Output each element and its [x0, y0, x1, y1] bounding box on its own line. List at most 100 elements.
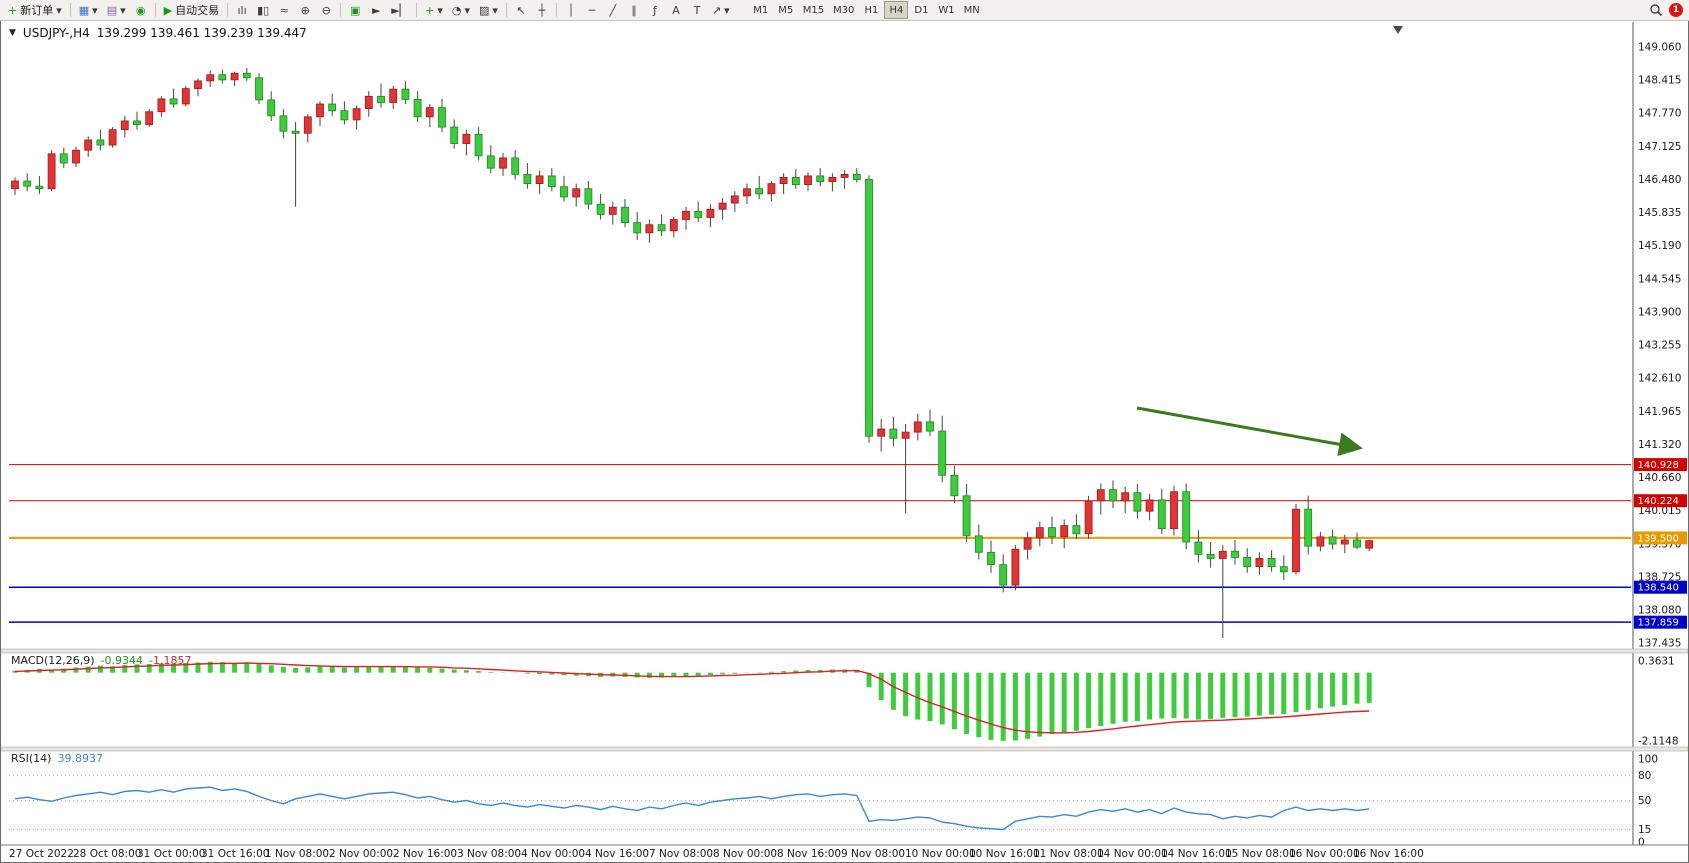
channel-tool-button[interactable]: ∥ [624, 1, 644, 19]
svg-text:140.928: 140.928 [1638, 460, 1679, 471]
crosshair-tool-button[interactable]: ┼ [532, 1, 552, 19]
chevron-down-icon: ▾ [92, 3, 98, 17]
toolbar-separator [340, 3, 342, 17]
timeframe-button-m30[interactable]: M30 [829, 1, 858, 19]
svg-text:8 Nov 16:00: 8 Nov 16:00 [777, 848, 841, 860]
svg-text:148.415: 148.415 [1638, 75, 1681, 87]
bar-chart-mode-button[interactable]: ılı [232, 1, 252, 19]
bar-chart-icon: ılı [237, 3, 247, 17]
svg-text:144.545: 144.545 [1638, 273, 1681, 285]
search-icon[interactable] [1649, 3, 1663, 17]
panel-separator-1[interactable] [1, 648, 1688, 654]
candles [11, 68, 1374, 639]
auto-scroll-button[interactable]: ► [366, 1, 386, 19]
svg-text:14 Nov 00:00: 14 Nov 00:00 [1097, 848, 1168, 860]
chart-title: ▼ USDJPY-,H4 139.299 139.461 139.239 139… [9, 26, 307, 40]
price-axis-labels[interactable]: 149.060 148.415 147.770 147.125 146.480 145.8… [1638, 42, 1681, 650]
fibonacci-icon: ƒ [653, 3, 657, 17]
text-label-icon: T [693, 3, 701, 17]
rsi-scale-labels[interactable]: 100 80 50 150 [1638, 754, 1658, 849]
cursor-tool-button[interactable]: ↖ [511, 1, 531, 19]
timeframe-button-h4[interactable]: H4 [884, 1, 909, 19]
svg-text:16 Nov 00:00: 16 Nov 00:00 [1289, 848, 1360, 860]
timeframe-button-h1[interactable]: H1 [859, 1, 883, 19]
chevron-down-icon: ▾ [492, 3, 498, 17]
svg-text:100: 100 [1638, 754, 1658, 766]
one-click-trading-toggle[interactable]: ▼ [9, 28, 16, 38]
macd-histogram [12, 661, 1372, 741]
svg-text:10 Nov 16:00: 10 Nov 16:00 [969, 848, 1040, 860]
svg-text:28 Oct 08:00: 28 Oct 08:00 [73, 848, 141, 860]
crosshair-icon: ┼ [538, 3, 546, 17]
indicators-button[interactable]: + ▾ [421, 1, 447, 19]
templates-button[interactable]: ▨ ▾ [475, 1, 502, 19]
line-chart-icon: ≈ [279, 3, 289, 17]
fibonacci-tool-button[interactable]: ƒ [645, 1, 665, 19]
arrows-tool-button[interactable]: ↗ ▾ [708, 1, 734, 19]
macd-name: MACD(12,26,9) [11, 654, 95, 667]
chart-canvas[interactable]: 149.060 148.415 147.770 147.125 146.480 145.8… [1, 21, 1688, 862]
profiles-button[interactable]: ▤ ▾ [103, 1, 130, 19]
timeframe-button-mn[interactable]: MN [960, 1, 984, 19]
svg-text:142.610: 142.610 [1638, 373, 1681, 385]
chart-window: 149.060 148.415 147.770 147.125 146.480 145.8… [0, 20, 1689, 863]
zoom-in-button[interactable]: ⊕ [295, 1, 315, 19]
zoom-out-button[interactable]: ⊖ [316, 1, 336, 19]
panel-separator-2[interactable] [1, 746, 1688, 752]
svg-text:146.480: 146.480 [1638, 174, 1681, 186]
timeframe-button-m15[interactable]: M15 [799, 1, 828, 19]
chevron-down-icon: ▾ [437, 3, 443, 17]
price-badge-140.928 [1634, 458, 1687, 472]
tile-windows-button[interactable]: ▣ [345, 1, 365, 19]
new-order-button[interactable]: + 新订单 ▾ [4, 1, 66, 19]
price-badge-138.540 [1634, 580, 1687, 594]
broadcast-button[interactable]: ◉ [131, 1, 151, 19]
svg-text:138.725: 138.725 [1638, 571, 1681, 583]
indicators-icon: + [425, 3, 435, 17]
timeframe-button-w1[interactable]: W1 [934, 1, 958, 19]
main-toolbar: + 新订单 ▾ ▦ ▾ ▤ ▾ ◉ ▶ 自动交易 ılı ▮▯ ≈ ⊕ ⊖ ▣ … [0, 0, 1689, 21]
timeframe-button-d1[interactable]: D1 [909, 1, 933, 19]
periods-button[interactable]: ◔ ▾ [448, 1, 474, 19]
svg-text:2 Nov 16:00: 2 Nov 16:00 [393, 848, 457, 860]
svg-text:50: 50 [1638, 795, 1651, 807]
chart-shift-marker[interactable] [1393, 26, 1403, 34]
svg-text:147.770: 147.770 [1638, 108, 1681, 120]
svg-text:137.859: 137.859 [1638, 618, 1679, 629]
price-badge-140.224 [1634, 494, 1687, 508]
zoom-out-icon: ⊖ [321, 3, 331, 17]
vertical-line-tool-button[interactable]: │ [561, 1, 581, 19]
svg-text:139.500: 139.500 [1638, 533, 1679, 544]
svg-text:149.060: 149.060 [1638, 42, 1681, 54]
chevron-down-icon: ▾ [464, 3, 471, 17]
svg-text:7 Nov 08:00: 7 Nov 08:00 [649, 848, 713, 860]
candlestick-mode-button[interactable]: ▮▯ [253, 1, 273, 19]
svg-text:16 Nov 16:00: 16 Nov 16:00 [1353, 848, 1424, 860]
channel-icon: ∥ [631, 3, 637, 17]
svg-text:0.3631: 0.3631 [1638, 656, 1675, 668]
charts-button[interactable]: ▦ ▾ [75, 1, 102, 19]
trend-arrow[interactable] [1136, 406, 1363, 457]
chart-shift-button[interactable]: ►▏ [387, 1, 412, 19]
toolbar-separator [154, 3, 156, 17]
text-label-tool-button[interactable]: T [687, 1, 707, 19]
vertical-line-icon: │ [567, 3, 575, 17]
timeframe-button-m1[interactable]: M1 [749, 1, 773, 19]
macd-scale-labels[interactable]: 0.3631 -2.1148 [1638, 656, 1679, 748]
svg-text:31 Oct 16:00: 31 Oct 16:00 [201, 848, 269, 860]
timeframe-button-m5[interactable]: M5 [774, 1, 798, 19]
svg-text:11 Nov 08:00: 11 Nov 08:00 [1033, 848, 1104, 860]
trendline-tool-button[interactable]: ╱ [603, 1, 623, 19]
text-tool-button[interactable]: A [666, 1, 686, 19]
horizontal-line-tool-button[interactable]: ─ [582, 1, 602, 19]
play-icon: ▶ [163, 3, 173, 17]
toolbar-right-group: 1 [1649, 3, 1685, 17]
svg-text:14 Nov 16:00: 14 Nov 16:00 [1161, 848, 1232, 860]
autotrading-button[interactable]: ▶ 自动交易 [160, 1, 223, 19]
notification-badge[interactable]: 1 [1669, 3, 1683, 17]
auto-scroll-icon: ► [371, 3, 381, 17]
toolbar-separator [227, 3, 229, 17]
line-chart-mode-button[interactable]: ≈ [274, 1, 294, 19]
svg-text:141.965: 141.965 [1638, 406, 1681, 418]
